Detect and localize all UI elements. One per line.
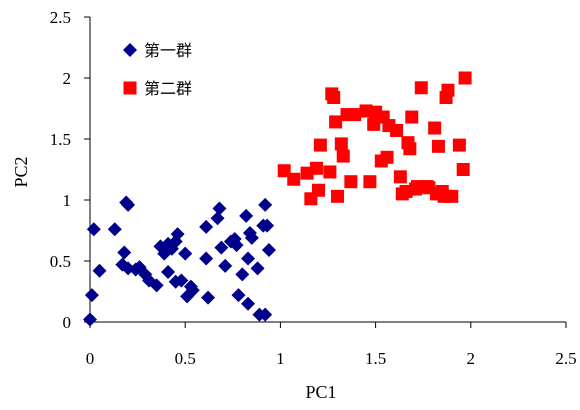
series-1-point <box>250 261 265 276</box>
series-2-point <box>414 81 428 95</box>
series-2-point <box>428 121 442 135</box>
series-2-point <box>310 161 324 175</box>
series-2-point <box>344 175 358 189</box>
axes <box>84 16 567 328</box>
y-tick-label: 2.5 <box>50 8 71 27</box>
series-1-point <box>258 197 273 212</box>
series-1-point <box>107 222 122 237</box>
series-1-point <box>261 243 276 258</box>
legend-marker-1 <box>123 43 137 57</box>
series-1-point <box>235 267 250 282</box>
series-1-point <box>149 278 164 293</box>
series-2-point <box>458 71 472 85</box>
series-2-point <box>445 189 459 203</box>
series-1-point <box>161 264 176 279</box>
y-tick-label: 1 <box>63 191 72 210</box>
series-1-point <box>174 273 189 288</box>
series-2-point <box>452 138 466 152</box>
series-2-point <box>456 163 470 176</box>
y-tick-label: 2 <box>63 69 72 88</box>
y-tick-label: 1.5 <box>50 130 71 149</box>
legend-marker-2 <box>123 81 137 95</box>
y-tick-label: 0 <box>63 313 72 332</box>
series-1-point <box>86 222 101 237</box>
y-axis-title: PC2 <box>11 156 31 187</box>
series-2-point <box>327 91 341 105</box>
y-tick-label: 0.5 <box>50 252 71 271</box>
series-1-point <box>210 211 225 226</box>
series-1-point <box>178 246 193 261</box>
series-1-points <box>83 195 276 327</box>
series-1-point <box>83 312 97 327</box>
series-1-point <box>239 208 254 223</box>
legend-label-1: 第一群 <box>144 41 192 60</box>
series-2-point <box>323 165 337 179</box>
series-2-point <box>334 137 348 151</box>
series-1-point <box>214 240 229 255</box>
series-1-point <box>244 230 259 245</box>
series-2-point <box>380 150 394 164</box>
series-2-point <box>405 110 419 124</box>
series-2-points <box>277 71 472 206</box>
series-1-point <box>212 201 227 216</box>
series-1-point <box>258 307 273 322</box>
series-1-point <box>84 288 99 303</box>
series-1-point <box>92 263 107 278</box>
series-1-point <box>199 219 214 234</box>
x-axis-title: PC1 <box>305 382 336 402</box>
x-tick-label: 2 <box>467 349 476 368</box>
legend-label-2: 第二群 <box>144 79 192 98</box>
x-tick-label: 2.5 <box>555 349 576 368</box>
series-2-point <box>329 115 343 129</box>
x-tick-label: 1 <box>276 349 285 368</box>
series-2-point <box>336 149 350 163</box>
data-points <box>83 71 472 327</box>
series-1-point <box>231 288 246 303</box>
series-2-point <box>363 175 377 189</box>
series-2-point <box>403 142 417 156</box>
series-2-point <box>313 138 327 152</box>
series-1-point <box>170 227 185 242</box>
series-1-point <box>185 283 200 298</box>
series-1-point <box>260 218 275 233</box>
series-2-point <box>393 170 407 184</box>
x-tick-label: 1.5 <box>365 349 386 368</box>
series-1-point <box>229 238 244 253</box>
series-2-point <box>390 123 404 137</box>
series-2-point <box>311 183 325 197</box>
series-2-point <box>287 172 301 186</box>
series-1-point <box>241 251 256 266</box>
series-1-point <box>241 296 256 311</box>
series-1-point <box>218 258 233 273</box>
tick-labels: 0 0.5 1 1.5 2 2.5 0 0.5 1 1.5 2 2.5 <box>50 8 577 368</box>
series-1-point <box>117 245 132 260</box>
series-2-point <box>441 83 455 97</box>
x-tick-label: 0.5 <box>175 349 196 368</box>
series-2-point <box>331 189 345 203</box>
x-tick-label: 0 <box>86 349 95 368</box>
series-1-point <box>121 197 136 212</box>
series-1-point <box>199 251 214 266</box>
series-2-point <box>431 139 445 153</box>
series-1-point <box>201 290 216 305</box>
series-2-point <box>348 108 362 122</box>
